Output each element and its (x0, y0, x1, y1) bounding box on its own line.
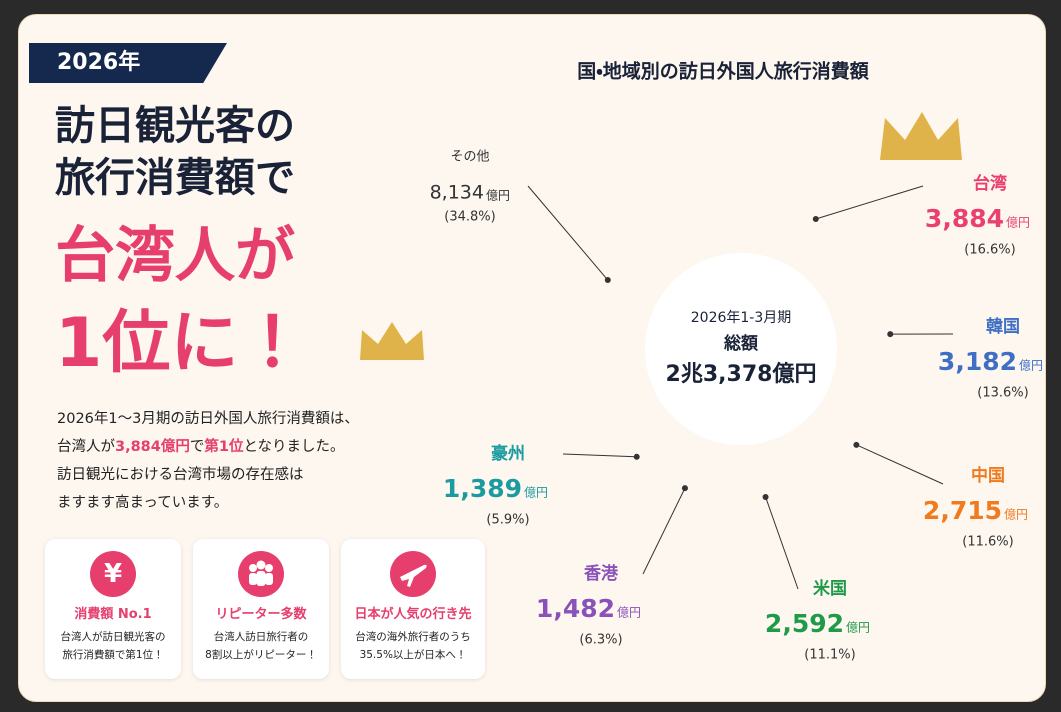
center-text: 総額 (724, 333, 759, 354)
percent-label: (34.8%) (444, 210, 495, 225)
leader-line (563, 454, 637, 457)
percent-label: (16.6%) (964, 243, 1015, 258)
percent-label: (11.6%) (962, 535, 1013, 550)
unit-label: 億円 (617, 606, 641, 620)
leader-dot (813, 216, 819, 222)
leader-dot (887, 331, 893, 337)
unit-label: 億円 (1004, 508, 1028, 522)
leader-dot (682, 485, 688, 491)
category-label: 韓国 (986, 316, 1020, 337)
unit-label: 億円 (524, 486, 548, 500)
leader-line (643, 488, 685, 574)
value-label: 8,134 (430, 182, 484, 204)
value-label: 2,592 (765, 609, 844, 638)
percent-label: (5.9%) (486, 513, 529, 528)
value-label: 1,389 (443, 474, 522, 503)
value-label: 3,182 (938, 347, 1017, 376)
value-label: 2,715 (923, 496, 1002, 525)
leader-line (528, 186, 608, 280)
unit-label: 億円 (486, 189, 510, 203)
leader-dot (634, 454, 640, 460)
leader-dot (763, 494, 769, 500)
unit-label: 億円 (1019, 359, 1043, 373)
chart-title: 国・地域別の訪日外国人旅行消費額 (577, 60, 869, 83)
leader-line (766, 497, 798, 589)
category-label: 台湾 (973, 173, 1007, 194)
value-label: 1,482 (536, 594, 615, 623)
leader-line (856, 445, 943, 484)
percent-label: (6.3%) (579, 633, 622, 648)
leader-dot (853, 442, 859, 448)
percent-label: (13.6%) (977, 386, 1028, 401)
unit-label: 億円 (1006, 216, 1030, 230)
page: 2026年 訪日観光客の 旅行消費額で 台湾人が 1位に！ 2026年1～3月期… (0, 0, 1061, 712)
leader-dot (605, 277, 611, 283)
value-label: 3,884 (925, 204, 1004, 233)
chart: 国・地域別の訪日外国人旅行消費額 2026年1-3月期総額 2兆3,378億円 台湾… (0, 0, 1061, 712)
category-label: 香港 (584, 563, 619, 584)
center-text: 2兆3,378億円 (666, 361, 817, 387)
center-text: 2026年1-3月期 (691, 310, 792, 326)
category-label: 豪州 (491, 443, 525, 464)
leader-line (816, 186, 923, 219)
category-label: 米国 (813, 578, 847, 599)
percent-label: (11.1%) (804, 648, 855, 663)
category-label: 中国 (971, 465, 1005, 486)
category-label: その他 (450, 150, 489, 165)
unit-label: 億円 (846, 621, 870, 635)
